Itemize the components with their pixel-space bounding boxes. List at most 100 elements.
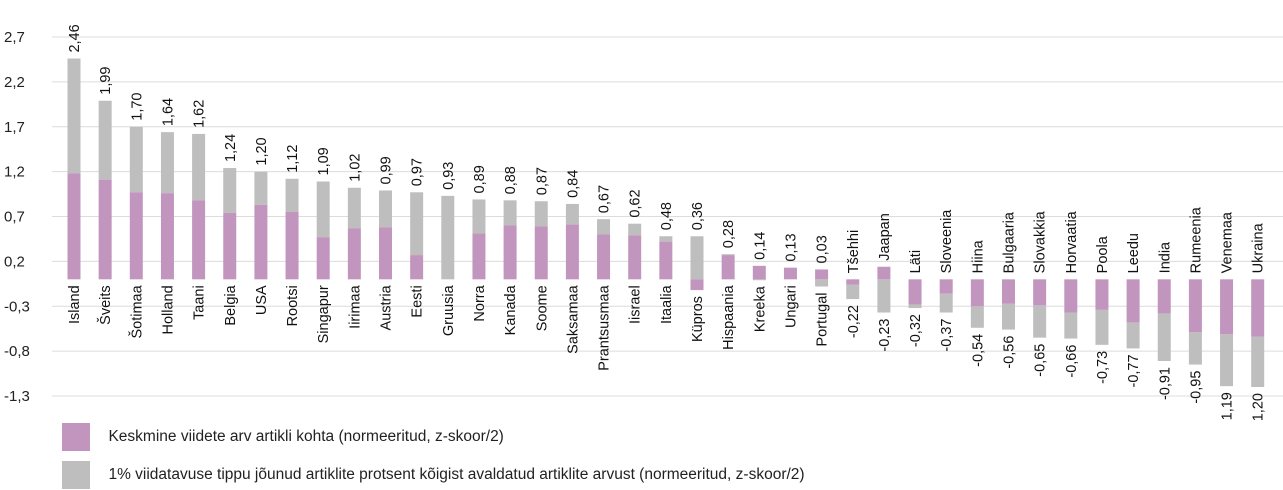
bar-value-label: 1,70 <box>129 93 145 121</box>
bar-segment-citations <box>503 225 517 280</box>
category-label: Eesti <box>410 285 426 317</box>
y-axis-tick-labels: 2,7 2,2 1,7 1,2 0,7 0,2 -0,3 -0,8 -1,3 <box>4 29 30 405</box>
category-label: Bulgaaria <box>1002 211 1018 273</box>
bar-value-label: -0,73 <box>1095 351 1111 384</box>
category-label: Norra <box>472 284 488 321</box>
category-label: Poola <box>1095 235 1111 273</box>
y-tick-label: 0,2 <box>4 253 25 270</box>
bar-value-label: 0,62 <box>628 189 644 217</box>
category-label: Soome <box>534 285 550 331</box>
stacked-bar-chart: 2,7 2,2 1,7 1,2 0,7 0,2 -0,3 -0,8 -1,3 2,46 Islan… <box>4 24 1283 420</box>
bar-segment-citations <box>690 279 704 291</box>
bar-segment-top1pct <box>597 219 611 235</box>
bar-segment-citations <box>534 226 548 280</box>
bar-segment-citations <box>752 265 766 280</box>
bar-value-label: -1,20 <box>1251 393 1267 420</box>
y-tick-label: 2,7 <box>4 29 25 46</box>
bar-segment-citations <box>565 224 579 280</box>
category-label: Portugal <box>815 293 831 347</box>
bar-segment-citations <box>1095 279 1109 310</box>
category-label: India <box>1157 241 1173 273</box>
bar-segment-citations <box>223 212 237 280</box>
bar-value-label: 1,02 <box>347 154 363 182</box>
labels: 2,46 Island 1,99 Šveits 1,70 Šotimaa 1,64 Holla… <box>67 24 1267 420</box>
bar-segment-citations <box>1251 279 1265 337</box>
category-label: Gruusia <box>441 284 457 336</box>
bar-value-label: 0,84 <box>565 170 581 198</box>
category-label: Prantsusmaa <box>597 284 613 370</box>
y-tick-label: 1,2 <box>4 164 25 181</box>
bar-segment-citations <box>628 235 642 280</box>
category-label: Šotimaa <box>128 284 145 338</box>
category-label: Hiina <box>970 239 986 273</box>
bar-segment-citations <box>129 192 143 280</box>
legend-label-citations: Keskmine viidete arv artikli kohta (norm… <box>108 428 504 445</box>
bar-segment-top1pct <box>285 178 299 213</box>
bar-value-label: 0,14 <box>752 232 768 260</box>
y-tick-label: 1,7 <box>4 119 25 136</box>
bar-segment-top1pct <box>379 190 392 228</box>
category-label: Ukraina <box>1251 222 1267 273</box>
bar-segment-citations <box>285 212 299 280</box>
bar-value-label: 0,89 <box>472 165 488 193</box>
bar-segment-top1pct <box>752 279 766 281</box>
bar-value-label: -0,91 <box>1157 367 1173 400</box>
bar-value-label: -0,65 <box>1033 344 1049 377</box>
bar-value-label: 0,93 <box>441 162 457 190</box>
bar-value-label: -0,32 <box>908 314 924 347</box>
category-label: Šveits <box>97 285 114 325</box>
bar-segment-top1pct <box>1033 305 1047 338</box>
bar-segment-citations <box>1126 279 1140 323</box>
bar-segment-top1pct <box>721 254 735 256</box>
bar-segment-citations <box>379 227 392 280</box>
y-tick-label: -0,3 <box>4 298 30 315</box>
bar-segment-top1pct <box>347 187 361 229</box>
bar-segment-citations <box>98 179 112 280</box>
bar-segment-citations <box>67 173 81 280</box>
bar-value-label: -0,66 <box>1064 345 1080 378</box>
category-label: Rumeenia <box>1188 206 1204 273</box>
category-label: Iirimaa <box>347 284 363 328</box>
bar-segment-top1pct <box>503 200 517 226</box>
y-tick-label: 2,2 <box>4 74 25 91</box>
bar-segment-citations <box>192 200 206 280</box>
bar-value-label: 0,88 <box>503 166 519 194</box>
bar-segment-top1pct <box>1064 312 1078 339</box>
bar-value-label: 0,67 <box>597 185 613 213</box>
bar-segment-citations <box>316 237 330 280</box>
bar-segment-citations <box>721 255 735 280</box>
bar-segment-citations <box>783 267 797 280</box>
bar-value-label: 0,13 <box>783 233 799 261</box>
bar-segment-citations <box>908 279 922 305</box>
bar-segment-top1pct <box>223 168 237 213</box>
category-label: Venemaa <box>1220 211 1236 273</box>
bar-value-label: -0,54 <box>970 334 986 367</box>
bar-segment-top1pct <box>846 284 860 300</box>
y-tick-label: 0,7 <box>4 209 25 226</box>
bar-segment-citations <box>472 233 486 280</box>
category-label: Holland <box>160 285 176 334</box>
bar-segment-citations <box>1033 279 1047 306</box>
bar-segment-citations <box>1220 279 1234 335</box>
bar-segment-top1pct <box>1188 332 1202 365</box>
bar-segment-citations <box>970 279 984 307</box>
category-label: Läti <box>908 250 924 273</box>
bar-segment-top1pct <box>628 223 642 236</box>
bar-segment-top1pct <box>67 58 81 174</box>
y-tick-label: -0,8 <box>4 343 30 360</box>
bar-value-label: 0,97 <box>410 158 426 186</box>
bar-segment-citations <box>1188 279 1202 333</box>
bar-segment-top1pct <box>472 199 486 234</box>
bar-segment-top1pct <box>815 279 829 287</box>
legend-item-top1pct: 1% viidatavuse tippu jõunud artiklite pr… <box>62 461 805 489</box>
bar-value-label: 0,48 <box>659 202 675 230</box>
bar-segment-citations <box>1064 279 1078 313</box>
bar-segment-citations <box>160 193 174 280</box>
bar-value-label: 1,12 <box>285 145 301 173</box>
category-label: Sloveenia <box>939 209 955 274</box>
bar-value-label: -0,37 <box>939 319 955 352</box>
category-label: Austria <box>379 284 395 330</box>
category-label: Kreeka <box>752 285 768 332</box>
category-label: USA <box>254 285 270 315</box>
bar-value-label: 1,99 <box>98 66 114 94</box>
